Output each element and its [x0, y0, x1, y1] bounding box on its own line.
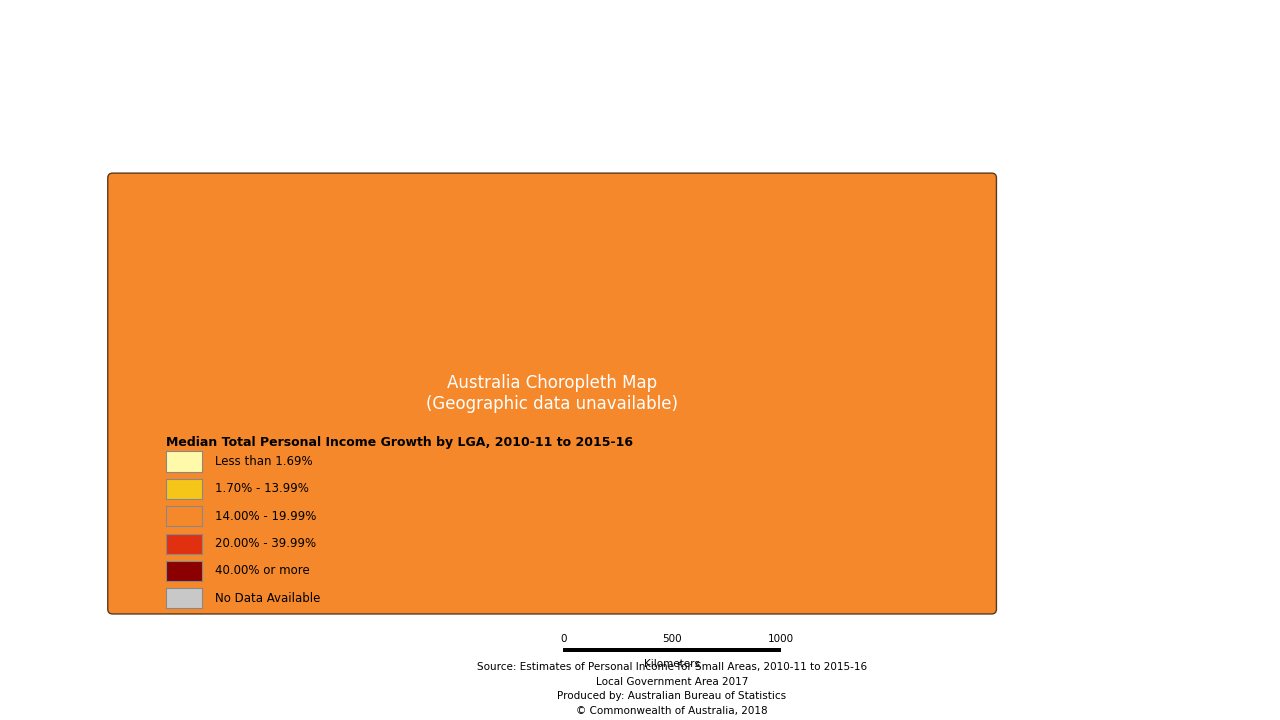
Text: Source: Estimates of Personal Income for Small Areas, 2010-11 to 2015-16: Source: Estimates of Personal Income for… — [477, 662, 867, 672]
Text: 1.70% - 13.99%: 1.70% - 13.99% — [215, 482, 308, 495]
Text: Less than 1.69%: Less than 1.69% — [215, 455, 312, 468]
Text: No Data Available: No Data Available — [215, 592, 320, 605]
FancyBboxPatch shape — [108, 173, 996, 614]
Text: © Commonwealth of Australia, 2018: © Commonwealth of Australia, 2018 — [576, 706, 768, 716]
Text: Median Total Personal Income Growth by LGA, 2010-11 to 2015-16: Median Total Personal Income Growth by L… — [166, 436, 634, 449]
Text: Australia Choropleth Map
(Geographic data unavailable): Australia Choropleth Map (Geographic dat… — [426, 374, 678, 413]
Text: 0: 0 — [559, 634, 567, 644]
Text: 500: 500 — [662, 634, 682, 644]
Text: Produced by: Australian Bureau of Statistics: Produced by: Australian Bureau of Statis… — [557, 691, 787, 701]
Text: 14.00% - 19.99%: 14.00% - 19.99% — [215, 510, 316, 523]
Text: 20.00% - 39.99%: 20.00% - 39.99% — [215, 537, 316, 550]
Text: 1000: 1000 — [768, 634, 794, 644]
Text: Kilometers: Kilometers — [644, 659, 700, 669]
Text: Local Government Area 2017: Local Government Area 2017 — [595, 677, 749, 687]
Text: 40.00% or more: 40.00% or more — [215, 564, 310, 577]
